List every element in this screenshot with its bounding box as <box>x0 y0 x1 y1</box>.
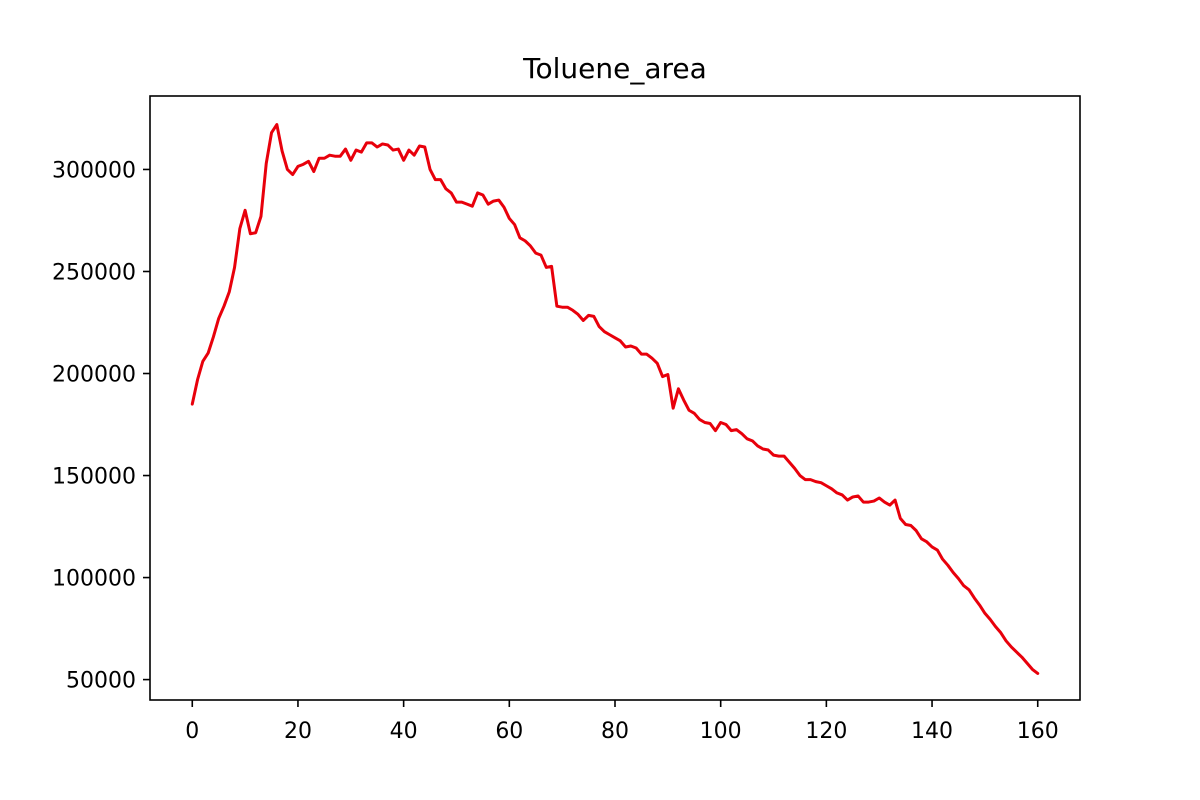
x-tick-label: 0 <box>185 719 199 744</box>
x-tick-label: 80 <box>601 719 629 744</box>
x-tick-label: 140 <box>911 719 953 744</box>
y-tick-label: 250000 <box>52 260 136 285</box>
series-layer <box>190 123 1040 675</box>
series-line <box>190 123 1040 675</box>
y-tick-label: 150000 <box>52 465 136 490</box>
x-axis: 0 20 40 60 80 100 120 140 160 <box>185 700 1059 744</box>
y-tick-label: 100000 <box>52 567 136 592</box>
x-tick-label: 20 <box>284 719 312 744</box>
x-tick-label: 60 <box>495 719 523 744</box>
y-tick-label: 200000 <box>52 363 136 388</box>
chart-title: Toluene_area <box>522 52 707 85</box>
x-tick-label: 40 <box>390 719 418 744</box>
y-axis: 50000 100000 150000 200000 250000 300000 <box>52 158 150 694</box>
x-tick-label: 160 <box>1017 719 1059 744</box>
y-tick-label: 50000 <box>66 669 136 694</box>
x-tick-label: 100 <box>700 719 742 744</box>
y-tick-label: 300000 <box>52 158 136 183</box>
x-tick-label: 120 <box>805 719 847 744</box>
